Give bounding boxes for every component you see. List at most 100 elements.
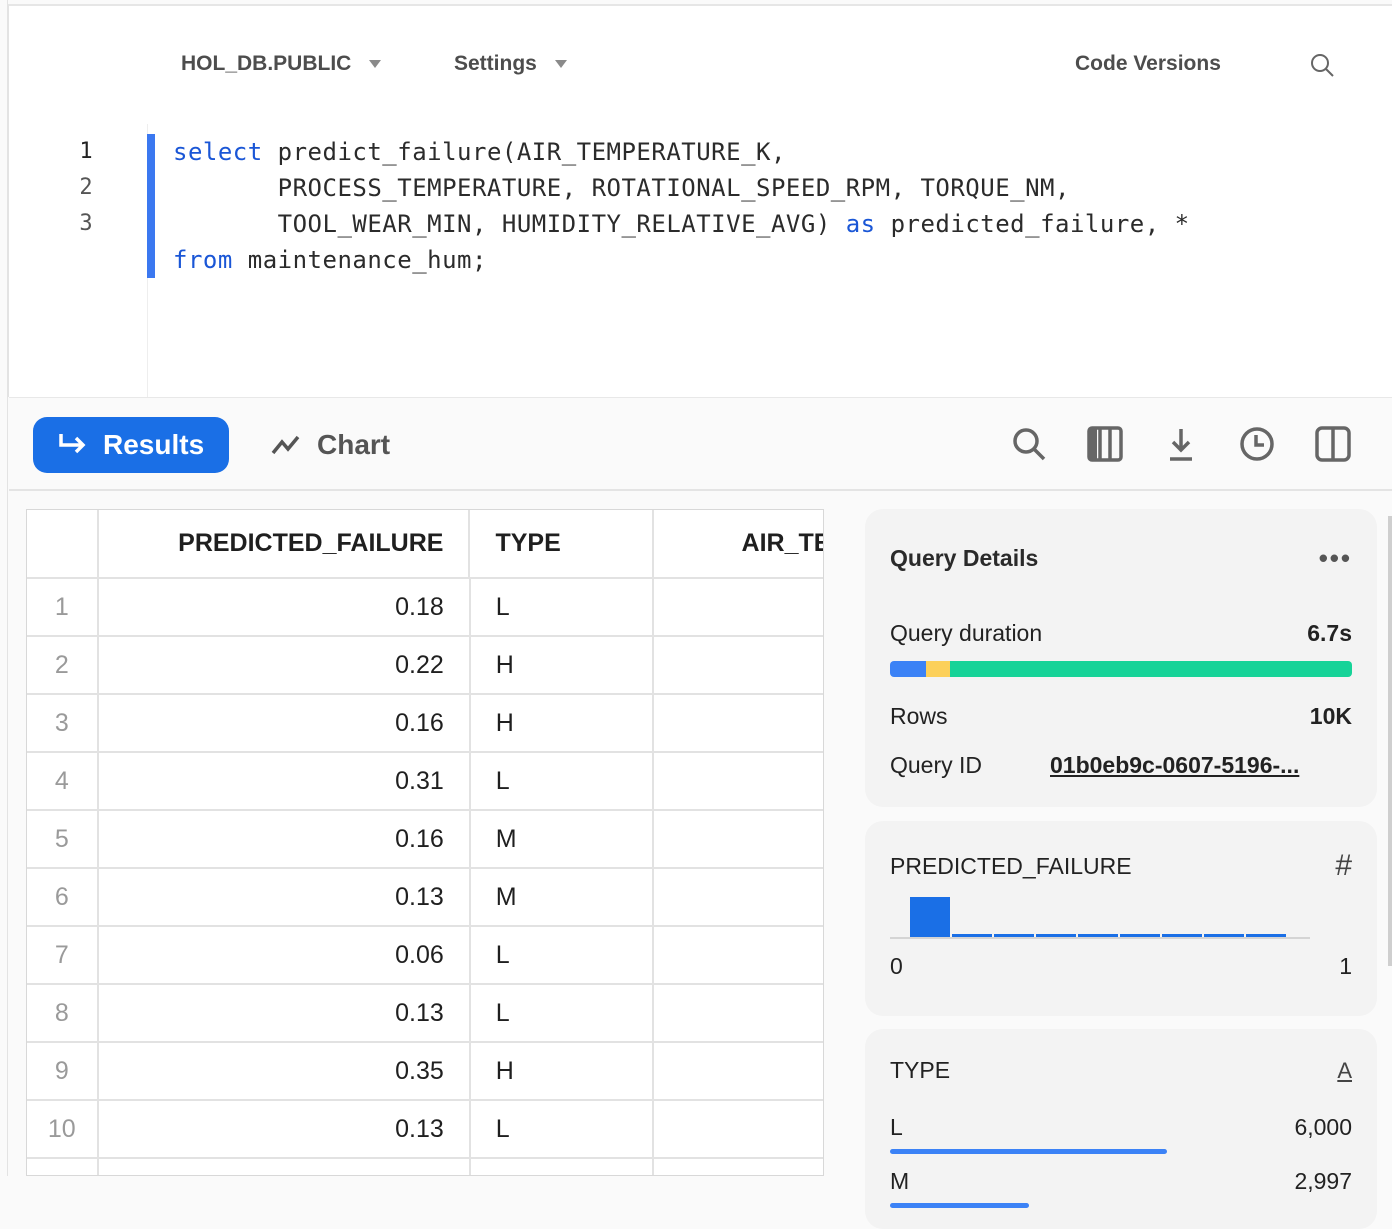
type-value-count: 6,000 (1294, 1114, 1352, 1140)
cell-predicted-failure[interactable]: 0.35 (99, 1043, 471, 1099)
cell-air-temperature[interactable] (654, 637, 823, 693)
histogram-bar[interactable] (910, 897, 950, 937)
caret-down-icon (369, 60, 382, 69)
cell-type[interactable]: H (471, 637, 654, 693)
row-index (27, 1159, 99, 1175)
code-line: PROCESS_TEMPERATURE, ROTATIONAL_SPEED_RP… (173, 174, 1070, 202)
histogram-min: 0 (890, 953, 903, 979)
sql-editor[interactable]: HOL_DB.PUBLIC Settings Code Versions 1 2… (8, 4, 1392, 399)
cell-predicted-failure[interactable]: 0.22 (99, 637, 471, 693)
cell-air-temperature[interactable] (654, 753, 823, 809)
type-value-bar (890, 1203, 1029, 1208)
history-clock-icon[interactable] (1239, 426, 1275, 462)
table-row[interactable]: 7 0.06 L (27, 927, 823, 985)
table-row[interactable]: 5 0.16 M (27, 811, 823, 869)
cell-air-temperature[interactable] (654, 1101, 823, 1157)
code-line: predict_failure(AIR_TEMPERATURE_K, (262, 138, 786, 166)
column-header[interactable]: TYPE (470, 510, 654, 577)
line-numbers: 1 2 3 (71, 134, 101, 242)
histogram (890, 889, 1310, 939)
histogram-bar[interactable] (1246, 934, 1286, 937)
cell[interactable] (654, 1159, 823, 1175)
cell-air-temperature[interactable] (654, 579, 823, 635)
table-row[interactable] (27, 1159, 823, 1175)
duration-label: Query duration (890, 620, 1043, 646)
row-index: 4 (27, 753, 99, 809)
duration-segment (890, 661, 926, 677)
cell-predicted-failure[interactable]: 0.13 (99, 869, 471, 925)
histogram-bar[interactable] (1036, 934, 1076, 937)
code-line: predicted_failure, * (875, 210, 1190, 238)
cell-predicted-failure[interactable]: 0.13 (99, 985, 471, 1041)
cell-predicted-failure[interactable]: 0.06 (99, 927, 471, 983)
cell-air-temperature[interactable] (654, 811, 823, 867)
cell-type[interactable]: M (471, 811, 654, 867)
database-label: HOL_DB.PUBLIC (181, 52, 352, 75)
column-header[interactable]: PREDICTED_FAILURE (99, 510, 471, 577)
histogram-bar[interactable] (1120, 934, 1160, 937)
cell-type[interactable]: M (471, 869, 654, 925)
cell-predicted-failure[interactable]: 0.31 (99, 753, 471, 809)
cell[interactable] (471, 1159, 654, 1175)
type-value-label: L (890, 1114, 903, 1140)
cell-predicted-failure[interactable]: 0.16 (99, 811, 471, 867)
type-value-bar (890, 1149, 1168, 1154)
scrollbar[interactable] (1388, 516, 1392, 966)
table-row[interactable]: 4 0.31 L (27, 753, 823, 811)
cell-air-temperature[interactable] (654, 985, 823, 1041)
query-id-label: Query ID (890, 752, 983, 778)
results-tab[interactable]: Results (33, 417, 229, 473)
split-panel-icon[interactable] (1315, 426, 1351, 462)
keyword: as (845, 210, 876, 238)
cell-predicted-failure[interactable]: 0.18 (99, 579, 471, 635)
row-index: 6 (27, 869, 99, 925)
histogram-bar[interactable] (994, 934, 1034, 937)
table-row[interactable]: 8 0.13 L (27, 985, 823, 1043)
cell-predicted-failure[interactable]: 0.16 (99, 695, 471, 751)
keyword: from (173, 246, 233, 274)
histogram-max: 1 (1339, 953, 1352, 979)
download-icon[interactable] (1163, 426, 1199, 462)
cell-air-temperature[interactable] (654, 1043, 823, 1099)
cell-type[interactable]: L (471, 1101, 654, 1157)
chart-tab[interactable]: Chart (271, 417, 390, 473)
more-options-icon[interactable]: ••• (1318, 543, 1352, 573)
histogram-bar[interactable] (952, 934, 992, 937)
search-results-icon[interactable] (1011, 426, 1047, 462)
cell[interactable] (99, 1159, 471, 1175)
table-row[interactable]: 3 0.16 H (27, 695, 823, 753)
table-row[interactable]: 9 0.35 H (27, 1043, 823, 1101)
type-value-item: M 2,997 (890, 1168, 1352, 1208)
results-table: PREDICTED_FAILURE TYPE AIR_TE 1 0.18 L 2 0.2… (26, 509, 824, 1176)
cell-air-temperature[interactable] (654, 695, 823, 751)
histogram-bar[interactable] (1078, 934, 1118, 937)
cell-air-temperature[interactable] (654, 927, 823, 983)
table-row[interactable]: 10 0.13 L (27, 1101, 823, 1159)
search-icon[interactable] (1309, 52, 1337, 80)
column-header[interactable]: AIR_TE (741, 529, 824, 557)
histogram-bar[interactable] (1162, 934, 1202, 937)
return-arrow-icon (59, 434, 86, 454)
cell-air-temperature[interactable] (654, 869, 823, 925)
cell-type[interactable]: L (471, 985, 654, 1041)
results-toolbar: Results Chart (9, 397, 1392, 491)
cell-predicted-failure[interactable]: 0.13 (99, 1101, 471, 1157)
table-row[interactable]: 2 0.22 H (27, 637, 823, 695)
cell-type[interactable]: H (471, 695, 654, 751)
settings-dropdown[interactable]: Settings (454, 52, 567, 76)
row-index: 9 (27, 1043, 99, 1099)
cell-type[interactable]: L (471, 927, 654, 983)
database-selector[interactable]: HOL_DB.PUBLIC (181, 52, 382, 76)
cell-type[interactable]: L (471, 753, 654, 809)
histogram-bar[interactable] (1204, 934, 1244, 937)
columns-icon[interactable] (1087, 426, 1123, 462)
code-versions-button[interactable]: Code Versions (1075, 52, 1221, 75)
query-id-link[interactable]: 01b0eb9c-0607-5196-... (1050, 752, 1300, 778)
cell-type[interactable]: L (471, 579, 654, 635)
cell-type[interactable]: H (471, 1043, 654, 1099)
table-row[interactable]: 1 0.18 L (27, 579, 823, 637)
line-number: 3 (79, 211, 93, 236)
table-row[interactable]: 6 0.13 M (27, 869, 823, 927)
column-stat-title: PREDICTED_FAILURE (890, 852, 1132, 879)
code-text[interactable]: select predict_failure(AIR_TEMPERATURE_K… (173, 134, 1190, 278)
